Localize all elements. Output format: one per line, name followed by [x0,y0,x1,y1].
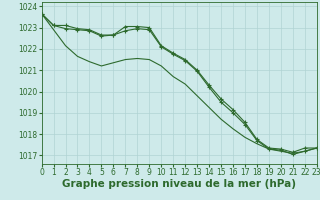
X-axis label: Graphe pression niveau de la mer (hPa): Graphe pression niveau de la mer (hPa) [62,179,296,189]
